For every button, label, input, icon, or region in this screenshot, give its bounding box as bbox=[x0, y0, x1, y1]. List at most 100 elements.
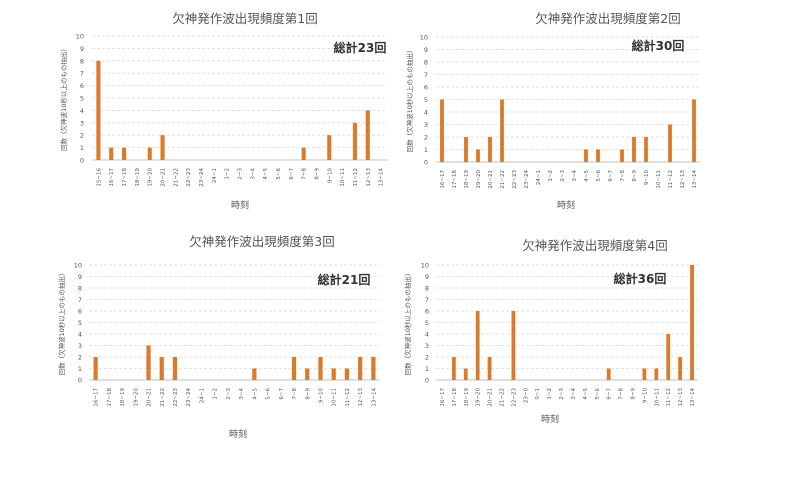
bar-4~5 bbox=[584, 149, 588, 162]
x-tick-label: 7~8 bbox=[302, 168, 308, 180]
chart-panel-3: 欠神発作波出現頻度第3回 0 1 2 3 4 5 6 7 8 9 10 16~17 17~18 18~19 1… bbox=[57, 234, 380, 440]
x-tick-label: 6~7 bbox=[279, 388, 285, 400]
x-tick-label: 4~5 bbox=[584, 170, 590, 182]
x-tick-label: 9~10 bbox=[318, 388, 324, 404]
x-tick-label: 11~12 bbox=[353, 168, 359, 187]
chart-title: 欠神発作波出現頻度第4回 bbox=[522, 238, 667, 253]
bar-12~13 bbox=[358, 357, 363, 380]
y-tick-label: 1 bbox=[424, 146, 428, 154]
bar-13~14 bbox=[371, 357, 376, 380]
y-tick-label: 8 bbox=[424, 59, 428, 67]
x-tick-label: 0~1 bbox=[535, 388, 541, 400]
bar-16~17 bbox=[440, 99, 444, 162]
x-tick-label: 22~23 bbox=[511, 388, 517, 407]
x-tick-label: 13~14 bbox=[692, 170, 698, 189]
x-tick-label: 3~4 bbox=[571, 388, 577, 400]
x-tick-label: 6~7 bbox=[608, 170, 614, 182]
x-tick-label: 2~3 bbox=[560, 170, 566, 182]
y-tick-label: 5 bbox=[425, 319, 429, 327]
bar-15~16 bbox=[96, 60, 101, 160]
x-tick-label: 12~13 bbox=[678, 388, 684, 407]
x-tick-label: 17~18 bbox=[452, 170, 458, 189]
bar-16~17 bbox=[93, 357, 98, 380]
bar-17~18 bbox=[451, 357, 456, 380]
x-tick-label: 2~3 bbox=[559, 388, 565, 400]
bar-9~10 bbox=[318, 357, 323, 380]
bar-5~6 bbox=[596, 149, 600, 162]
y-tick-label: 8 bbox=[425, 285, 429, 293]
y-tick-label: 2 bbox=[424, 134, 428, 142]
x-tick-label: 23~24 bbox=[186, 388, 192, 407]
bar-20~21 bbox=[487, 357, 492, 380]
x-tick-label: 22~23 bbox=[173, 388, 179, 407]
y-tick-label: 6 bbox=[78, 308, 82, 316]
x-tick-label: 21~22 bbox=[500, 170, 506, 189]
y-tick-label: 3 bbox=[425, 342, 429, 350]
y-tick-label: 1 bbox=[80, 144, 84, 152]
bar-11~12 bbox=[344, 368, 350, 380]
y-tick-label: 2 bbox=[80, 132, 84, 140]
y-tick-label: 9 bbox=[80, 45, 84, 53]
bar-12~13 bbox=[678, 357, 683, 380]
y-tick-label: 9 bbox=[78, 273, 82, 281]
y-tick-label: 6 bbox=[424, 84, 428, 92]
x-tick-label: 17~18 bbox=[107, 388, 113, 407]
bar-22~23 bbox=[511, 311, 516, 380]
x-tick-label: 5~6 bbox=[595, 388, 601, 400]
x-tick-label: 6~7 bbox=[607, 388, 613, 400]
x-axis-label: 時刻 bbox=[557, 199, 575, 211]
y-tick-label: 7 bbox=[425, 296, 429, 304]
x-tick-label: 19~20 bbox=[476, 388, 482, 407]
bar-6~7 bbox=[606, 368, 611, 380]
bar-20~21 bbox=[146, 345, 151, 380]
x-tick-label: 6~7 bbox=[289, 168, 295, 180]
x-tick-label: 9~10 bbox=[644, 170, 650, 186]
x-tick-label: 20~21 bbox=[488, 388, 494, 407]
x-tick-label: 11~12 bbox=[668, 170, 674, 189]
x-tick-label: 2~3 bbox=[238, 168, 244, 180]
y-tick-label: 8 bbox=[80, 57, 84, 65]
y-tick-label: 10 bbox=[421, 262, 429, 270]
x-tick-label: 23~24 bbox=[199, 168, 205, 187]
y-tick-label: 3 bbox=[78, 342, 82, 350]
x-tick-label: 21~22 bbox=[173, 168, 179, 187]
bar-19~20 bbox=[147, 147, 152, 160]
x-tick-label: 11~12 bbox=[345, 388, 351, 407]
x-tick-label: 3~4 bbox=[572, 170, 578, 182]
x-tick-label: 18~19 bbox=[120, 388, 126, 407]
x-tick-label: 1~2 bbox=[548, 170, 554, 182]
x-tick-label: 9~10 bbox=[327, 168, 333, 184]
bar-13~14 bbox=[690, 265, 694, 380]
bar-20~21 bbox=[160, 135, 165, 160]
bar-19~20 bbox=[476, 149, 480, 162]
x-tick-label: 12~13 bbox=[366, 168, 372, 187]
y-tick-label: 4 bbox=[424, 109, 428, 117]
y-tick-label: 0 bbox=[78, 377, 82, 385]
total-count-annotation: 総計30回 bbox=[632, 38, 685, 53]
y-tick-label: 5 bbox=[424, 96, 428, 104]
x-tick-label: 8~9 bbox=[631, 388, 637, 400]
y-tick-label: 0 bbox=[80, 157, 84, 165]
bar-10~11 bbox=[654, 368, 659, 380]
x-tick-label: 2~3 bbox=[226, 388, 232, 400]
total-count-annotation: 総計23回 bbox=[334, 40, 387, 55]
x-tick-label: 5~6 bbox=[276, 168, 282, 180]
x-tick-label: 19~20 bbox=[476, 170, 482, 189]
x-tick-label: 8~9 bbox=[632, 170, 638, 182]
bar-8~9 bbox=[305, 368, 310, 380]
x-tick-label: 4~5 bbox=[583, 388, 589, 400]
x-tick-label: 20~21 bbox=[161, 168, 167, 187]
bar-9~10 bbox=[642, 368, 647, 380]
x-tick-label: 17~18 bbox=[452, 388, 458, 407]
x-tick-label: 13~14 bbox=[379, 168, 385, 187]
y-tick-label: 10 bbox=[74, 262, 82, 270]
x-tick-label: 16~17 bbox=[94, 388, 100, 407]
x-tick-label: 18~19 bbox=[464, 170, 470, 189]
x-tick-label: 19~20 bbox=[133, 388, 139, 407]
y-tick-label: 8 bbox=[78, 285, 82, 293]
x-tick-label: 1~2 bbox=[213, 388, 219, 400]
bar-19~20 bbox=[475, 311, 480, 380]
x-axis-label: 時刻 bbox=[541, 413, 559, 425]
bar-21~22 bbox=[500, 99, 504, 162]
